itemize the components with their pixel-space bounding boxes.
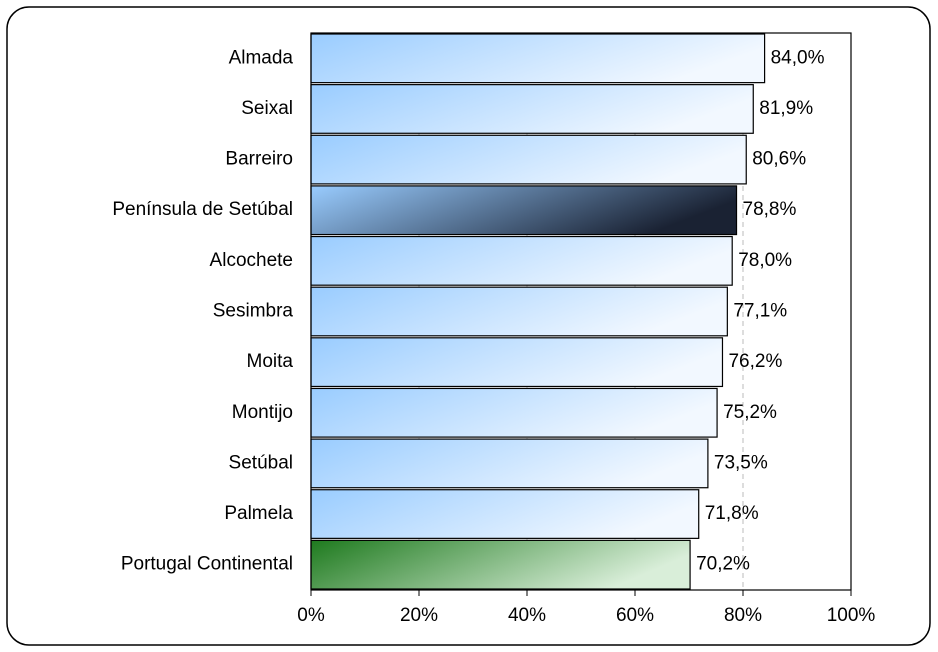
category-label: Barreiro [225, 149, 293, 170]
category-label: Moita [247, 351, 294, 372]
value-label: 70,2% [696, 554, 750, 575]
category-label: Sesimbra [213, 301, 294, 322]
bar [310, 33, 766, 84]
bar [310, 337, 724, 388]
category-label: Portugal Continental [121, 554, 293, 575]
bar [310, 235, 733, 286]
bar [310, 438, 709, 489]
bar [310, 84, 754, 134]
x-tick-label: 80% [724, 605, 762, 626]
x-tick-label: 0% [297, 605, 325, 626]
value-label: 73,5% [714, 452, 768, 473]
value-label: 75,2% [723, 402, 777, 423]
bar [310, 489, 700, 539]
bar [310, 387, 718, 438]
category-label: Palmela [224, 503, 293, 524]
x-tick-label: 100% [827, 605, 876, 626]
value-label: 78,0% [738, 250, 792, 271]
x-tick-label: 40% [508, 605, 546, 626]
plot-area [310, 32, 852, 591]
value-label: 77,1% [733, 301, 787, 322]
bar [310, 134, 747, 185]
category-label: Almada [229, 47, 294, 68]
category-label: Setúbal [229, 452, 293, 473]
value-label: 76,2% [728, 351, 782, 372]
category-label: Alcochete [210, 250, 293, 271]
category-label: Seixal [241, 98, 293, 119]
category-label: Península de Setúbal [112, 199, 293, 220]
category-label: Montijo [232, 402, 293, 423]
value-label: 84,0% [771, 47, 825, 68]
bar [310, 185, 738, 236]
value-label: 80,6% [752, 149, 806, 170]
x-tick-label: 20% [400, 605, 438, 626]
bar [310, 539, 691, 590]
value-label: 81,9% [759, 98, 813, 119]
value-label: 78,8% [743, 199, 797, 220]
bar [310, 286, 728, 337]
x-tick-label: 60% [616, 605, 654, 626]
value-label: 71,8% [705, 503, 759, 524]
